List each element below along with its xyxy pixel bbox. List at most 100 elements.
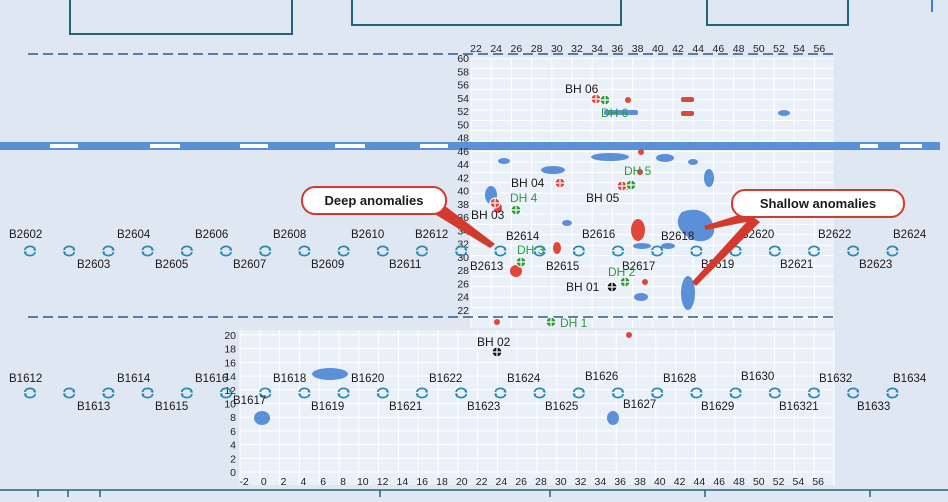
bh01-marker [606,281,618,293]
tick-label: 8 [340,476,346,488]
building-outlines [69,0,933,35]
tick-label: 42 [457,172,469,184]
station-marker [651,387,664,399]
deep-anomaly [642,279,648,285]
tick-label: 54 [457,93,469,105]
tick-label: 16 [224,357,236,369]
station-label: B2607 [233,259,266,271]
station-marker [768,245,781,257]
shallow-anomaly [778,110,790,116]
corridor-strip [0,142,940,150]
deep-anomaly [553,242,561,254]
tick-label: 54 [793,476,805,488]
tick-label: 8 [230,412,236,424]
tick-label: 46 [713,476,725,488]
bh06-marker [590,93,602,105]
shallow-anomaly [704,169,714,187]
station-marker [651,245,664,257]
tick-label: 36 [614,476,626,488]
station-marker [337,245,350,257]
tick-label: 38 [457,199,469,211]
station-marker [572,387,585,399]
station-label: B2622 [818,229,851,241]
station-marker [141,387,154,399]
bh03-label: BH 03 [471,208,505,222]
deep-anomalies-callout: Deep anomalies [301,186,447,215]
deep-anomaly [494,319,500,325]
tick-label: 32 [571,43,583,55]
deep-anomaly [681,111,694,116]
tick-label: 18 [224,344,236,356]
station-label: B2616 [582,229,615,241]
station-label: B1625 [545,401,578,413]
tick-label: 34 [591,43,603,55]
tick-label: 14 [224,371,236,383]
station-label: B2623 [859,259,892,271]
tick-label: 34 [595,476,607,488]
shallow-anomalies [254,110,790,425]
tick-label: 40 [652,43,664,55]
station-marker [376,245,389,257]
station-marker [886,245,899,257]
tick-label: 26 [511,43,523,55]
tick-label: 60 [457,53,469,65]
tick-label: 56 [812,476,824,488]
deep-anomaly [626,332,632,338]
station-label: B2617 [622,261,655,273]
deep-anomaly [638,149,644,155]
station-marker [612,387,624,399]
bh04-marker [554,177,566,189]
tick-label: 52 [773,476,785,488]
dh2-marker [619,276,631,288]
dh1-label: DH 1 [560,316,588,330]
station-marker [729,387,742,399]
tick-label: 50 [753,43,765,55]
tick-label: 28 [535,476,547,488]
tick-label: 44 [694,476,706,488]
deep-anomaly [631,219,645,241]
station-label: B1620 [351,373,384,385]
station-marker [298,245,311,257]
station-label: B1617 [233,395,266,407]
shallow-anomaly [312,368,348,380]
deep-anomaly [637,169,643,175]
dh4-marker [510,204,522,216]
bh06-label: BH 06 [565,82,599,96]
row-b16-upper-labels: B1612 B1614 B1616 B1618 B1620 B1622 B162… [9,371,927,385]
station-marker [808,245,820,257]
shallow-anomaly [633,243,651,249]
station-marker [808,387,820,399]
tick-label: 46 [457,146,469,158]
tick-label: 2 [281,476,287,488]
station-marker [847,387,860,399]
dh4-label: DH 4 [510,191,538,205]
station-label: B2612 [415,229,448,241]
bh02-marker [491,346,503,358]
station-label: B2615 [546,261,579,273]
station-marker [24,387,36,399]
station-label: B1632 [819,373,852,385]
dh3-marker [515,256,527,268]
station-marker [102,245,115,257]
shallow-anomaly [656,154,674,162]
tick-label: 48 [457,133,469,145]
tick-label: 36 [457,212,469,224]
top-x-axis: 22 24 26 28 30 32 34 36 38 40 42 44 46 48 50 52 54 56 [470,43,825,55]
shallow-anomaly [661,243,675,249]
tick-label: 48 [733,476,745,488]
shallow-anomaly [562,220,572,226]
station-label: B1612 [9,373,42,385]
deep-anomaly [510,265,522,277]
dh5-label: DH 5 [624,164,652,178]
tick-label: 32 [575,476,587,488]
station-marker [494,387,507,399]
tick-label: 6 [320,476,326,488]
top-y-axis: 6058565452504846444240383634323028262422 [457,53,469,317]
station-label: B2611 [389,259,421,271]
tick-label: 20 [456,476,468,488]
tick-label: 0 [230,467,236,479]
station-label: B1623 [467,401,500,413]
station-marker [416,245,428,257]
station-label: B1629 [701,401,734,413]
building-outline-2 [351,0,622,26]
